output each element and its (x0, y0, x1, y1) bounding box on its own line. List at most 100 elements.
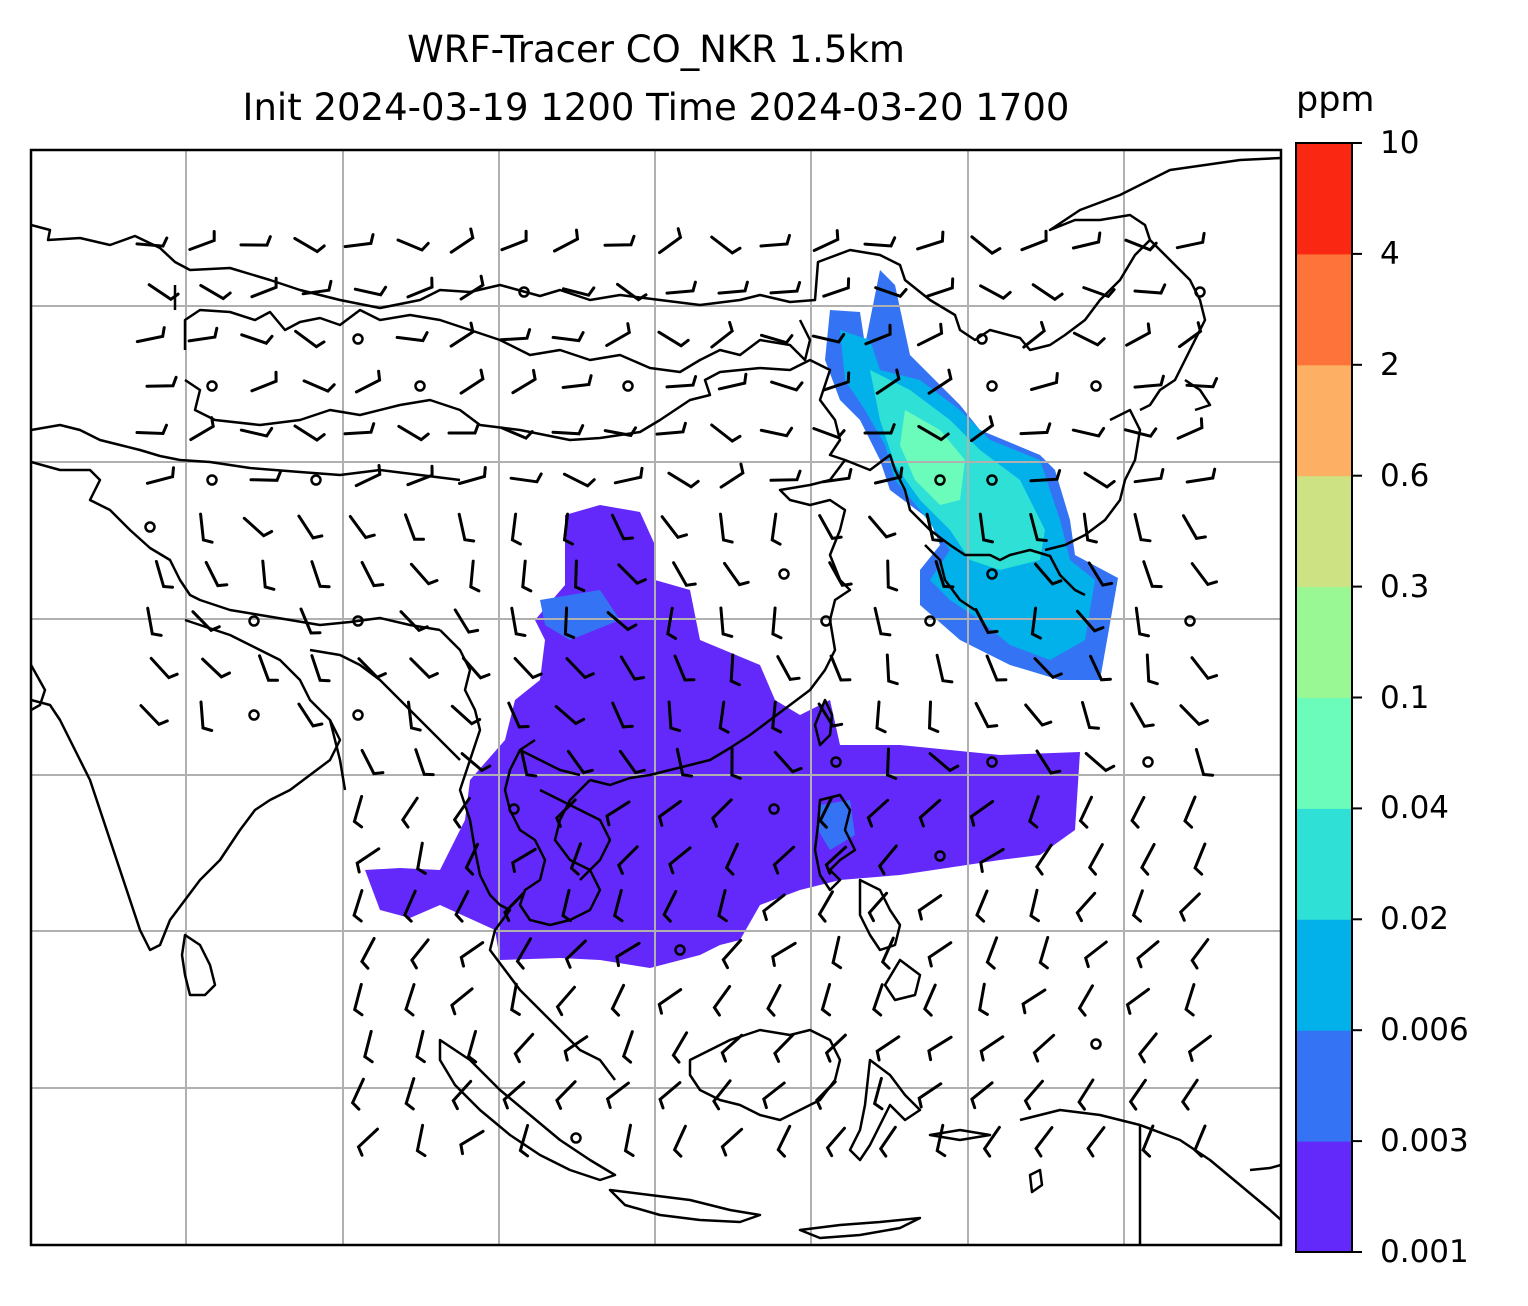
wind-barb (769, 281, 802, 295)
colorbar-tick-label: 0.04 (1380, 790, 1450, 827)
wind-barb (250, 276, 278, 299)
wind-barb (1030, 606, 1042, 640)
wind-barb (404, 1077, 416, 1111)
calm-wind-marker (144, 521, 156, 533)
island-small (928, 1128, 1044, 1194)
wind-barb (261, 559, 276, 591)
wind-barb (720, 1033, 744, 1063)
wind-barb (611, 701, 634, 729)
wind-barb (824, 845, 848, 875)
wind-barb (934, 560, 955, 589)
wind-barb (555, 1080, 577, 1110)
wind-barb (293, 424, 326, 442)
wind-barb (759, 426, 794, 438)
wind-barb (721, 938, 743, 970)
wind-barb (500, 229, 528, 252)
wind-barb (562, 512, 574, 546)
wind-barb (719, 462, 745, 489)
wind-barb (771, 606, 783, 640)
wind-barb (350, 1077, 365, 1111)
map-title-line1: WRF-Tracer CO_NKR 1.5km (407, 28, 905, 71)
wind-barb (1133, 468, 1165, 484)
calm-wind-marker (1090, 380, 1102, 392)
wind-barb (357, 657, 387, 680)
wind-barb (1140, 843, 1156, 876)
wind-barb (406, 464, 434, 487)
wind-barb (410, 938, 430, 970)
wind-barb (310, 654, 331, 683)
wind-barb (554, 705, 586, 726)
wind-barb (1131, 889, 1144, 923)
wind-barb (666, 606, 678, 640)
wind-barb (460, 752, 492, 773)
wind-barb (978, 512, 994, 544)
wind-barb (555, 798, 577, 828)
wind-barb (450, 987, 474, 1016)
wind-barb (451, 1079, 473, 1111)
wind-barb (457, 512, 476, 543)
wind-barb (404, 983, 416, 1017)
calm-wind-marker (248, 615, 260, 627)
wind-barb (824, 1033, 847, 1063)
wind-barb (353, 285, 388, 297)
wind-barb (655, 421, 687, 436)
coastline-sumatra (438, 1038, 617, 1182)
colorbar-tick-label: 0.02 (1380, 901, 1450, 938)
wind-barb (310, 560, 331, 589)
wind-barb (352, 889, 364, 923)
wind-barb (561, 286, 596, 297)
border-north-1 (173, 285, 812, 374)
wind-barb (974, 608, 999, 635)
wind-barb (1133, 283, 1167, 295)
wind-barb (605, 1081, 630, 1109)
colorbar-swatch (1296, 475, 1352, 588)
wind-barb (817, 890, 834, 923)
wind-barb (563, 606, 576, 639)
wind-barb (459, 1129, 485, 1156)
wind-barb (561, 374, 593, 389)
calm-wind-marker (820, 615, 832, 627)
wind-barb (139, 704, 169, 727)
wind-barb (1133, 374, 1165, 389)
wind-barb (917, 894, 943, 921)
wind-barb (615, 941, 641, 968)
calm-wind-marker (778, 568, 790, 580)
wind-barb (665, 375, 698, 389)
wind-barb (1190, 562, 1218, 587)
wind-barb (1082, 512, 1098, 544)
coastline-sulawesi (848, 1058, 922, 1162)
wind-barb (623, 1123, 635, 1157)
calm-wind-marker (1142, 756, 1154, 768)
wind-barb (873, 606, 892, 637)
calm-wind-marker (1194, 286, 1206, 298)
wind-barb (606, 611, 638, 632)
wind-barb (1032, 1033, 1056, 1063)
wind-barb (1185, 377, 1219, 389)
calm-wind-marker (986, 380, 998, 392)
colorbar-tick-label: 0.6 (1380, 457, 1430, 494)
wind-barb (348, 515, 376, 540)
wind-barb (657, 799, 682, 827)
wind-barb (812, 427, 846, 440)
wind-barb (662, 889, 678, 923)
plume-northeast-core (900, 410, 965, 505)
wind-barb (1190, 938, 1210, 970)
coastline-japan (1044, 239, 1212, 552)
wind-barb (864, 323, 892, 346)
wind-barb (147, 283, 180, 302)
wind-barb (923, 983, 937, 1017)
wind-barb (935, 1123, 947, 1158)
wind-barb (1176, 417, 1204, 440)
wind-barb (720, 1127, 744, 1157)
wind-barb (294, 329, 326, 349)
wind-barb (199, 283, 232, 301)
wind-barb (927, 700, 940, 733)
wind-barb (719, 512, 734, 544)
map-frame (29, 148, 1283, 1247)
wind-barb (970, 235, 1002, 256)
coastline-west-asia (31, 423, 461, 632)
wind-barb (831, 935, 843, 970)
wind-barb (1178, 321, 1203, 349)
wind-barb (820, 983, 832, 1017)
wind-barb (863, 236, 897, 248)
